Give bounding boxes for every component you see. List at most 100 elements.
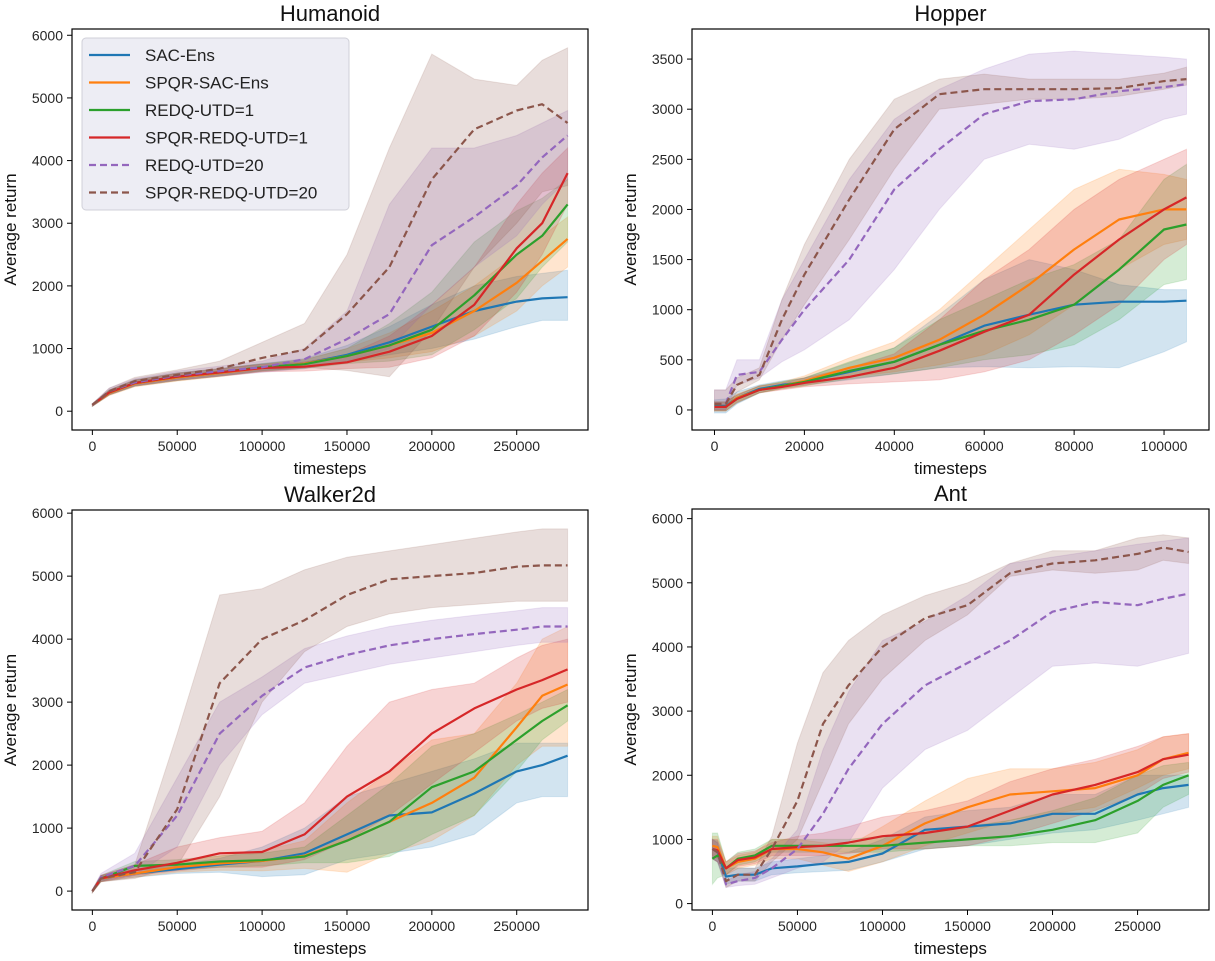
legend: SAC-Ens SPQR-SAC-Ens REDQ-UTD=1 SPQR-REDQ-U… bbox=[81, 37, 350, 211]
y-tick-label: 1500 bbox=[652, 252, 683, 268]
x-axis-label: timesteps bbox=[914, 939, 987, 958]
axes-frame bbox=[71, 28, 589, 431]
y-tick-label: 5000 bbox=[652, 575, 683, 591]
panel-ant: 0 50000 100000 150000 200000 250000 0 1000 2000 3… bbox=[621, 481, 1210, 958]
y-tick-label: 3000 bbox=[32, 215, 63, 231]
y-tick-label: 2000 bbox=[652, 767, 683, 783]
y-tick-label: 1000 bbox=[32, 341, 63, 357]
line-spqr-redq-utd-1 bbox=[714, 196, 1188, 408]
x-tick-label: 100000 bbox=[859, 918, 906, 934]
y-tick-label: 1000 bbox=[652, 831, 683, 847]
x-tick-label: 150000 bbox=[324, 438, 371, 454]
y-tick-label: 1000 bbox=[652, 302, 683, 318]
x-tick-label: 50000 bbox=[158, 918, 197, 934]
legend-item-spqr-sac-ens: SPQR-SAC-Ens bbox=[89, 74, 269, 93]
x-axis-label: timesteps bbox=[914, 459, 987, 478]
x-tick-label: 0 bbox=[709, 918, 717, 934]
legend-item-spqr-redq-utd-20: SPQR-REDQ-UTD=20 bbox=[89, 184, 317, 203]
band-spqr-sac-ens bbox=[711, 733, 1190, 876]
y-tick-label: 4000 bbox=[32, 153, 63, 169]
y-tick-label: 4000 bbox=[652, 639, 683, 655]
y-tick-label: 5000 bbox=[32, 568, 63, 584]
axes-frame bbox=[691, 508, 1210, 911]
axes-frame bbox=[691, 28, 1210, 431]
plot-area bbox=[714, 50, 1188, 414]
legend-box bbox=[81, 37, 350, 211]
band-spqr-redq-utd-1 bbox=[711, 733, 1190, 876]
legend-item-sac-ens: SAC-Ens bbox=[89, 46, 215, 65]
y-tick-label: 3000 bbox=[652, 101, 683, 117]
panel-walker2d: 0 50000 100000 150000 200000 250000 0 1000 2000 3… bbox=[1, 482, 589, 958]
legend-label: REDQ-UTD=1 bbox=[145, 101, 254, 120]
y-tick-label: 2000 bbox=[32, 278, 63, 294]
x-tick-label: 200000 bbox=[408, 918, 455, 934]
panel-title: Humanoid bbox=[280, 1, 380, 26]
legend-label: SPQR-REDQ-UTD=1 bbox=[145, 129, 308, 148]
band-spqr-redq-utd-1 bbox=[714, 148, 1187, 412]
legend-label: SPQR-SAC-Ens bbox=[145, 74, 269, 93]
y-tick-label: 0 bbox=[55, 883, 63, 899]
band-redq-utd-20 bbox=[714, 50, 1187, 411]
line-redq-utd-1 bbox=[91, 704, 569, 892]
plot-area bbox=[91, 528, 569, 894]
y-tick-label: 3000 bbox=[32, 694, 63, 710]
x-tick-label: 60000 bbox=[965, 438, 1004, 454]
line-spqr-sac-ens bbox=[712, 751, 1189, 870]
panel-title: Hopper bbox=[914, 1, 986, 26]
band-spqr-redq-utd-1 bbox=[91, 638, 569, 894]
x-tick-label: 150000 bbox=[324, 918, 371, 934]
line-redq-utd-20 bbox=[714, 83, 1187, 405]
x-tick-label: 250000 bbox=[1114, 918, 1161, 934]
y-axis-label: Average return bbox=[1, 173, 20, 285]
panel-humanoid: 0 50000 100000 150000 200000 250000 0 1000 2000 3… bbox=[1, 1, 589, 478]
line-spqr-redq-utd-20 bbox=[91, 103, 569, 406]
line-spqr-redq-utd-20 bbox=[711, 546, 1189, 883]
y-tick-label: 2000 bbox=[652, 201, 683, 217]
plot-area bbox=[91, 46, 569, 408]
x-tick-label: 250000 bbox=[493, 918, 540, 934]
x-tick-label: 100000 bbox=[239, 918, 286, 934]
x-axis-label: timesteps bbox=[294, 939, 367, 958]
y-tick-label: 6000 bbox=[32, 505, 63, 521]
legend-label: SPQR-REDQ-UTD=20 bbox=[145, 184, 317, 203]
x-tick-label: 20000 bbox=[785, 438, 824, 454]
x-tick-label: 100000 bbox=[1141, 438, 1188, 454]
y-tick-label: 0 bbox=[55, 403, 63, 419]
x-tick-label: 0 bbox=[88, 438, 96, 454]
panel-title: Walker2d bbox=[284, 482, 376, 507]
x-tick-label: 40000 bbox=[875, 438, 914, 454]
x-tick-label: 50000 bbox=[158, 438, 197, 454]
band-redq-utd-1 bbox=[714, 163, 1187, 412]
y-tick-label: 0 bbox=[675, 402, 683, 418]
band-redq-utd-20 bbox=[91, 109, 569, 408]
y-tick-label: 1000 bbox=[32, 820, 63, 836]
y-tick-label: 0 bbox=[675, 896, 683, 912]
y-tick-label: 500 bbox=[660, 352, 684, 368]
x-tick-label: 80000 bbox=[1055, 438, 1094, 454]
x-tick-label: 0 bbox=[711, 438, 719, 454]
y-tick-label: 6000 bbox=[652, 511, 683, 527]
y-axis-label: Average return bbox=[621, 173, 640, 285]
x-tick-label: 150000 bbox=[944, 918, 991, 934]
axes-frame bbox=[71, 509, 589, 911]
x-axis-label: timesteps bbox=[294, 459, 367, 478]
y-tick-label: 3500 bbox=[652, 51, 683, 67]
x-tick-label: 250000 bbox=[493, 438, 540, 454]
y-tick-label: 5000 bbox=[32, 90, 63, 106]
y-tick-label: 6000 bbox=[32, 27, 63, 43]
panel-title: Ant bbox=[934, 481, 967, 506]
x-tick-label: 0 bbox=[88, 918, 96, 934]
band-redq-utd-1 bbox=[711, 761, 1190, 886]
legend-item-redq-utd-1: REDQ-UTD=1 bbox=[89, 101, 254, 120]
x-tick-label: 50000 bbox=[778, 918, 817, 934]
legend-label: REDQ-UTD=20 bbox=[145, 156, 264, 175]
line-spqr-redq-utd-20 bbox=[91, 564, 568, 892]
line-spqr-redq-utd-1 bbox=[712, 753, 1189, 870]
band-spqr-sac-ens bbox=[714, 168, 1187, 412]
legend-item-spqr-redq-utd-1: SPQR-REDQ-UTD=1 bbox=[89, 129, 308, 148]
band-redq-utd-1 bbox=[91, 688, 569, 894]
x-tick-label: 100000 bbox=[239, 438, 286, 454]
legend-item-redq-utd-20: REDQ-UTD=20 bbox=[89, 156, 264, 175]
band-spqr-redq-utd-20 bbox=[91, 528, 569, 894]
